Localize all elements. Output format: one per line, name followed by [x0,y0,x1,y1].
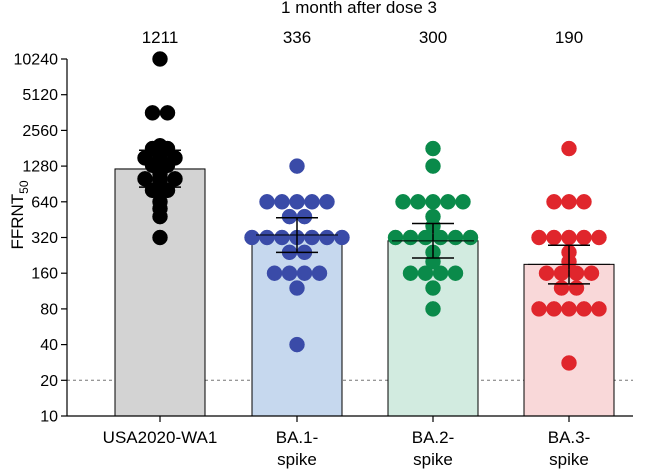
data-point [296,208,313,225]
gmt-value-label: 1211 [142,28,179,47]
y-tick-label: 640 [31,194,58,211]
data-point [568,280,585,296]
x-category-label: BA.3- [548,428,591,447]
y-tick-label: 5120 [22,87,58,104]
data-point [402,265,419,281]
data-point [561,301,577,317]
data-point [266,265,283,281]
data-point [447,229,464,246]
data-point [576,301,592,317]
data-point [576,229,592,246]
y-tick-label: 2560 [22,123,58,140]
y-tick-label: 40 [40,337,58,354]
data-point [311,265,328,281]
data-point [425,280,441,296]
plot-area: 10 20 40 80 160 320 640 1280 2560 5120 10240 USA202… [14,28,633,469]
x-category-label-line2: spike [549,450,589,469]
y-tick-label: 320 [31,230,58,247]
data-point [259,194,275,210]
data-point [425,158,441,174]
data-point [561,355,577,371]
data-point [591,301,607,317]
data-point [334,229,350,246]
bar-2 [251,234,343,417]
data-point [531,301,547,317]
gmt-value-label: 300 [419,28,447,47]
data-point [319,229,335,246]
y-tick-label: 10240 [14,52,59,69]
data-point [319,194,335,210]
y-tick-label: 10 [40,409,58,426]
gmt-value-label: 190 [555,28,583,47]
data-point [546,229,562,246]
data-point [425,140,441,157]
data-point [281,208,298,225]
data-point [167,171,183,187]
y-tick-label: 20 [40,373,58,390]
data-point [395,194,411,210]
y-axis-subscript: 50 [17,180,31,194]
x-category-label: USA2020-WA1 [103,428,218,447]
y-tick-label: 1280 [22,159,58,176]
gmt-value-label: 336 [283,28,311,47]
data-point [296,265,313,281]
chart-title: 1 month after dose 3 [281,0,437,17]
y-axis-title: FFRNT50 [8,180,31,249]
x-category-label: BA.1- [276,428,319,447]
data-point [244,229,260,246]
x-category-label-line2: spike [413,450,453,469]
y-tick-label: 160 [31,266,58,283]
data-point [538,265,555,281]
x-category-label-line2: spike [277,450,317,469]
svg-text:FFRNT50: FFRNT50 [8,180,31,249]
data-point [304,194,320,210]
data-point [402,229,419,246]
data-point [152,51,168,67]
data-point [546,194,562,210]
data-point [289,158,305,174]
data-point [304,229,320,246]
data-point [462,229,479,246]
data-point [274,229,290,246]
data-point [274,194,290,210]
data-point [152,229,168,246]
data-point [159,105,176,121]
y-tick-label: 80 [40,301,58,318]
data-point [259,229,275,246]
data-point [425,194,441,210]
data-point [561,229,577,246]
data-point [583,265,600,281]
data-point [289,194,305,210]
data-point [410,194,426,210]
data-point [281,265,298,281]
data-point [531,229,547,246]
x-category-label: BA.2- [412,428,455,447]
data-point [553,280,570,296]
y-axis-label: FFRNT [8,194,27,250]
data-point [440,194,456,210]
data-point [591,229,607,246]
data-point [387,229,404,246]
data-point [576,194,592,210]
data-point [425,301,441,317]
data-point [561,194,577,210]
bar-3 [387,240,479,417]
data-point [455,194,471,210]
data-point [137,171,153,187]
data-point [144,105,161,121]
data-point [289,336,305,353]
data-point [546,301,562,317]
data-point [561,140,577,157]
data-point [447,265,464,281]
data-point [425,208,441,225]
data-point [289,280,305,296]
